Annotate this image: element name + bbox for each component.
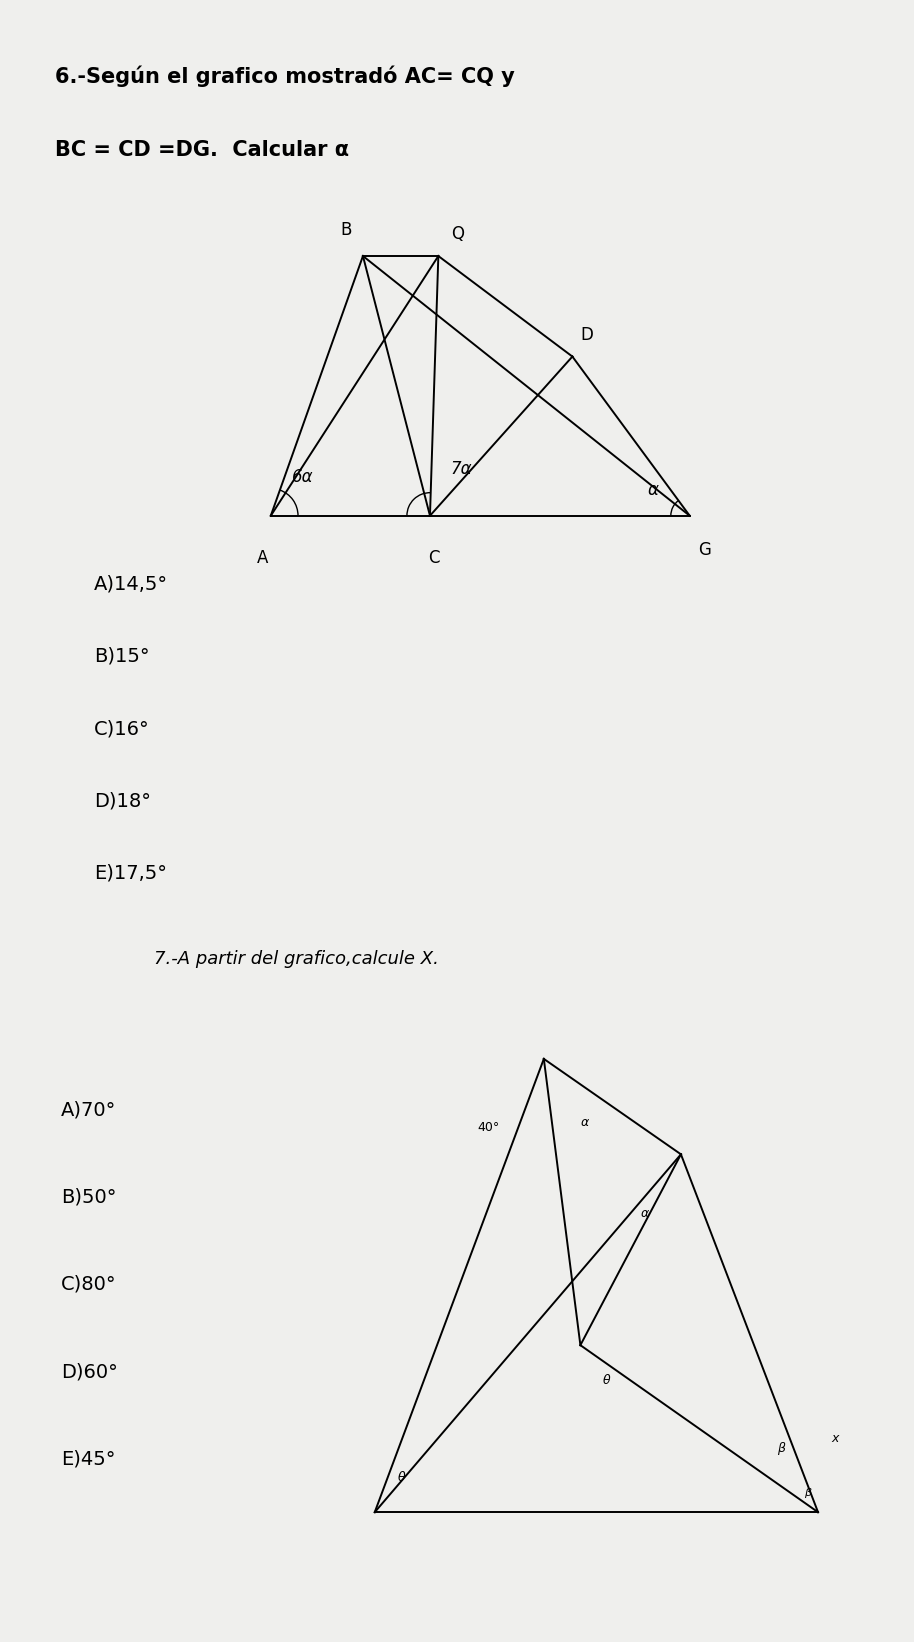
- Text: E)45°: E)45°: [60, 1450, 115, 1468]
- Text: 7.-A partir del grafico,calcule X.: 7.-A partir del grafico,calcule X.: [154, 951, 439, 967]
- Text: x: x: [832, 1432, 839, 1445]
- Text: G: G: [698, 540, 711, 558]
- Text: BC = CD =DG.  Calcular α: BC = CD =DG. Calcular α: [55, 140, 349, 159]
- Text: α: α: [640, 1207, 649, 1220]
- Text: C: C: [429, 548, 440, 566]
- Text: D: D: [580, 327, 593, 343]
- Text: B)50°: B)50°: [60, 1187, 116, 1207]
- Text: 7α: 7α: [451, 460, 473, 478]
- Text: θ: θ: [398, 1471, 405, 1484]
- Text: A: A: [257, 548, 268, 566]
- Text: E)17,5°: E)17,5°: [93, 864, 166, 883]
- Text: B: B: [341, 222, 352, 240]
- Text: β: β: [804, 1488, 812, 1498]
- Text: α: α: [580, 1117, 590, 1130]
- Text: α: α: [648, 481, 659, 499]
- Text: B)15°: B)15°: [93, 647, 149, 667]
- Text: C)80°: C)80°: [60, 1274, 116, 1294]
- Text: A)14,5°: A)14,5°: [93, 575, 168, 594]
- Text: Q: Q: [451, 225, 464, 243]
- Text: 6.-Según el grafico mostradó AC= CQ y: 6.-Según el grafico mostradó AC= CQ y: [55, 66, 515, 87]
- Text: θ: θ: [603, 1374, 611, 1387]
- Text: 40°: 40°: [478, 1121, 500, 1135]
- Text: β: β: [778, 1442, 785, 1455]
- Text: 6α: 6α: [292, 468, 314, 486]
- Text: D)60°: D)60°: [60, 1363, 118, 1381]
- Text: D)18°: D)18°: [93, 791, 151, 811]
- Text: C)16°: C)16°: [93, 719, 149, 739]
- Text: A)70°: A)70°: [60, 1100, 116, 1120]
